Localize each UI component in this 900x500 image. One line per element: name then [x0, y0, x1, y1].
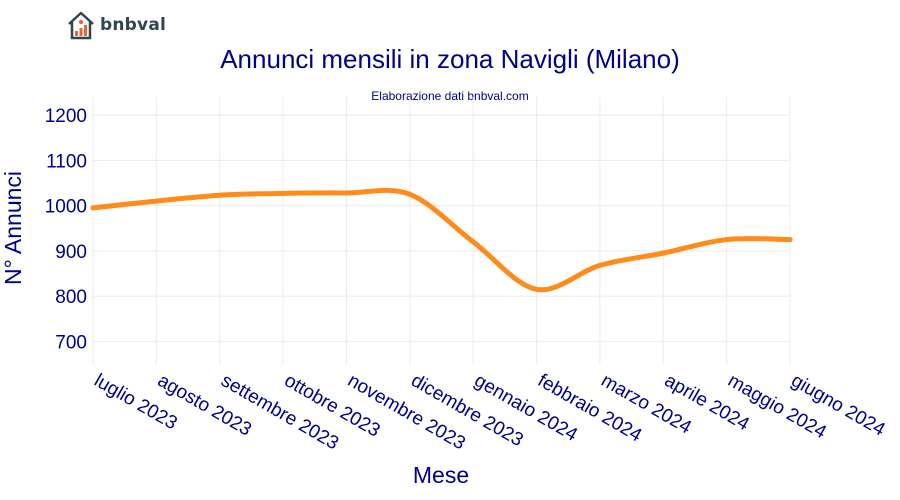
house-chart-icon: [68, 11, 94, 40]
y-tick-label: 700: [55, 332, 87, 353]
y-tick-label: 1200: [45, 106, 87, 127]
y-axis-label: N° Annunci: [0, 171, 26, 285]
data-point: [787, 237, 793, 243]
data-point: [343, 190, 349, 196]
data-point: [407, 191, 413, 197]
data-point: [153, 198, 159, 204]
x-axis-label: Mese: [413, 462, 469, 488]
data-point: [280, 190, 286, 196]
y-tick-label: 1100: [46, 151, 87, 172]
chart-subtitle: Elaborazione dati bnbval.com: [371, 89, 529, 103]
brand-name: bnbval: [100, 15, 167, 35]
chart-title: Annunci mensili in zona Navigli (Milano): [220, 44, 680, 74]
brand-logo: bnbval: [66, 10, 166, 40]
data-point: [660, 250, 666, 256]
y-tick-label: 800: [55, 287, 87, 308]
series-group: [90, 187, 793, 293]
data-point: [470, 239, 476, 245]
data-point: [724, 237, 730, 243]
y-tick-label: 900: [55, 242, 87, 263]
grid-lines: [92, 97, 791, 364]
y-tick-label: 1000: [45, 197, 87, 218]
data-point: [217, 192, 223, 198]
data-point: [534, 286, 540, 292]
data-point: [597, 262, 603, 268]
data-point: [90, 205, 96, 211]
y-axis-ticks: 700 800 900 1000 1100 1200: [45, 106, 87, 353]
